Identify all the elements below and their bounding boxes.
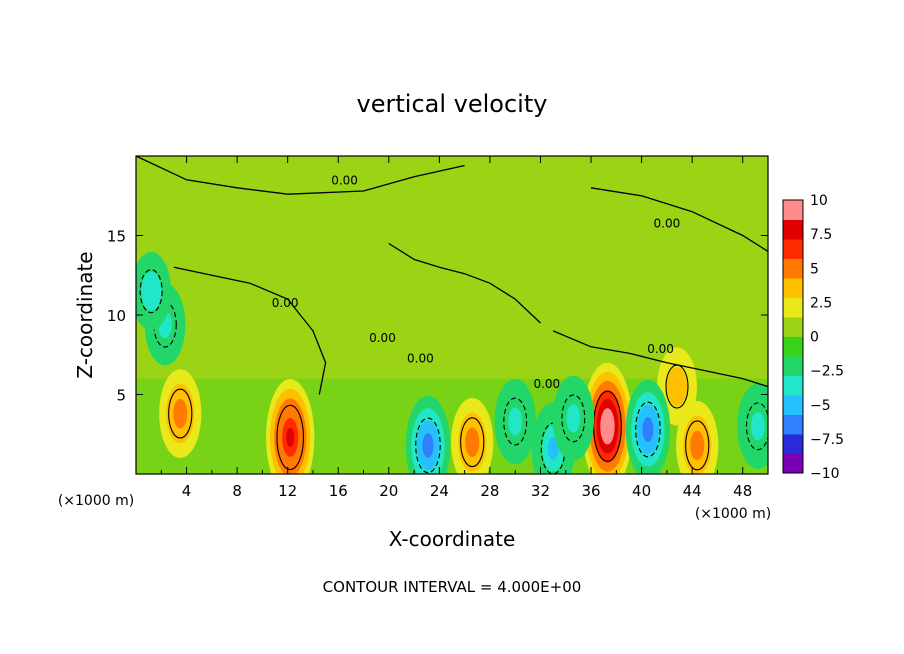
downdraft-level xyxy=(566,404,581,433)
contour-interval-note: CONTOUR INTERVAL = 4.000E+00 xyxy=(323,578,582,596)
contour-label: 0.00 xyxy=(331,174,358,188)
colorbar-tick-label: 0 xyxy=(810,330,819,346)
x-tick-label: 32 xyxy=(531,482,550,500)
x-tick-label: 8 xyxy=(232,482,242,500)
x-tick-label: 48 xyxy=(733,482,752,500)
colorbar-frame xyxy=(782,199,804,474)
zero-contour-line xyxy=(173,266,327,395)
colorbar-tick-label: 2.5 xyxy=(810,295,832,311)
x-tick-label: 24 xyxy=(430,482,449,500)
y-tick-label: 5 xyxy=(116,387,126,405)
x-tick-label: 12 xyxy=(278,482,297,500)
contour-label: 0.00 xyxy=(647,342,674,356)
colorbar-tick-label: 5 xyxy=(810,261,819,277)
downdraft-contour xyxy=(745,402,768,451)
plot-area: 0.00 0.00 0.00 0.00 0.00 0.00 0.00 xyxy=(136,156,768,474)
downdraft-cell xyxy=(625,379,671,474)
x-tick-label: 40 xyxy=(632,482,651,500)
colorbar-tick-label: 10 xyxy=(810,193,828,209)
x-tick-label: 44 xyxy=(683,482,702,500)
colorbar-swatch xyxy=(783,375,803,396)
downdraft-level xyxy=(508,407,523,436)
x-tick-label: 36 xyxy=(581,482,600,500)
updraft-cell xyxy=(582,362,633,474)
updraft-level xyxy=(603,417,612,436)
downdraft-cell xyxy=(405,395,451,474)
colorbar-swatch xyxy=(783,434,803,454)
downdraft-cell xyxy=(136,252,172,331)
y-axis: 5 10 15 xyxy=(107,228,768,405)
colorbar-swatch xyxy=(783,336,803,357)
colorbar-swatch xyxy=(783,297,803,318)
colorbar-tick-label: −7.5 xyxy=(810,432,844,448)
colorbar-tick-label: −5 xyxy=(810,398,831,414)
y-tick-label: 15 xyxy=(107,228,126,246)
colorbar-swatch xyxy=(783,258,803,279)
downdraft-contour xyxy=(503,397,528,446)
colorbar-swatch xyxy=(783,200,803,220)
x-tick-label: 16 xyxy=(329,482,348,500)
downdraft-level xyxy=(422,432,434,458)
downdraft-contour xyxy=(635,401,661,458)
colorbar-swatch xyxy=(783,219,803,240)
x-axis: 4 8 12 16 20 24 28 32 36 40 44 48 xyxy=(160,156,752,500)
colorbar-tick-label: −10 xyxy=(810,466,840,482)
updraft-contour xyxy=(685,420,710,471)
downdraft-cell xyxy=(494,378,536,465)
downdraft-cell xyxy=(737,383,768,469)
downdraft-cell xyxy=(552,375,595,461)
contour-label: 0.00 xyxy=(654,217,681,231)
downdraft-level xyxy=(547,437,559,461)
updraft-contour xyxy=(276,404,305,471)
x-tick-label: 4 xyxy=(182,482,192,500)
contour-label: 0.00 xyxy=(533,377,560,391)
colorbar: 10 7.5 5 2.5 0 −2.5 −5 −7.5 −10 xyxy=(782,193,844,482)
updraft-cell xyxy=(159,369,202,458)
zero-contour-line xyxy=(590,187,768,252)
zero-contour-line xyxy=(136,156,465,195)
colorbar-swatch xyxy=(783,317,803,337)
x-unit-label-left: (×1000 m) xyxy=(58,493,134,509)
colorbar-tick-label: 7.5 xyxy=(810,227,832,243)
colorbar-tick-label: −2.5 xyxy=(810,364,844,380)
downdraft-contour xyxy=(415,417,441,474)
updraft-contour xyxy=(460,417,485,468)
updraft-contour xyxy=(168,388,193,439)
zero-contour-line xyxy=(388,242,541,324)
downdraft-level xyxy=(750,412,765,441)
x-tick-label: 28 xyxy=(480,482,499,500)
chart-title: vertical velocity xyxy=(357,90,548,118)
x-axis-label: X-coordinate xyxy=(389,527,516,551)
colorbar-swatch xyxy=(783,395,803,415)
zero-contour-line xyxy=(552,330,768,388)
colorbar-swatch xyxy=(783,356,803,376)
updraft-level xyxy=(465,427,480,457)
updraft-cell xyxy=(451,397,494,474)
x-unit-label-right: (×1000 m) xyxy=(695,506,771,522)
contour-label: 0.00 xyxy=(272,296,299,310)
contour-label: 0.00 xyxy=(369,331,396,345)
downdraft-level xyxy=(141,271,162,311)
updraft-cell xyxy=(266,379,315,474)
downdraft-contour xyxy=(139,269,163,314)
colorbar-swatch xyxy=(783,239,803,259)
downdraft-level xyxy=(642,417,654,442)
updraft-level xyxy=(690,430,705,461)
colorbar-swatch xyxy=(783,453,803,474)
colorbar-swatch xyxy=(783,414,803,435)
contour-label: 0.00 xyxy=(407,352,434,366)
colorbar-swatch xyxy=(783,278,803,298)
x-tick-label: 20 xyxy=(379,482,398,500)
updraft-level xyxy=(173,398,188,429)
updraft-level xyxy=(286,427,295,448)
y-tick-label: 10 xyxy=(107,307,126,325)
updraft-level xyxy=(667,366,687,407)
y-axis-label: Z-coordinate xyxy=(73,251,97,378)
downdraft-contour xyxy=(561,394,586,443)
